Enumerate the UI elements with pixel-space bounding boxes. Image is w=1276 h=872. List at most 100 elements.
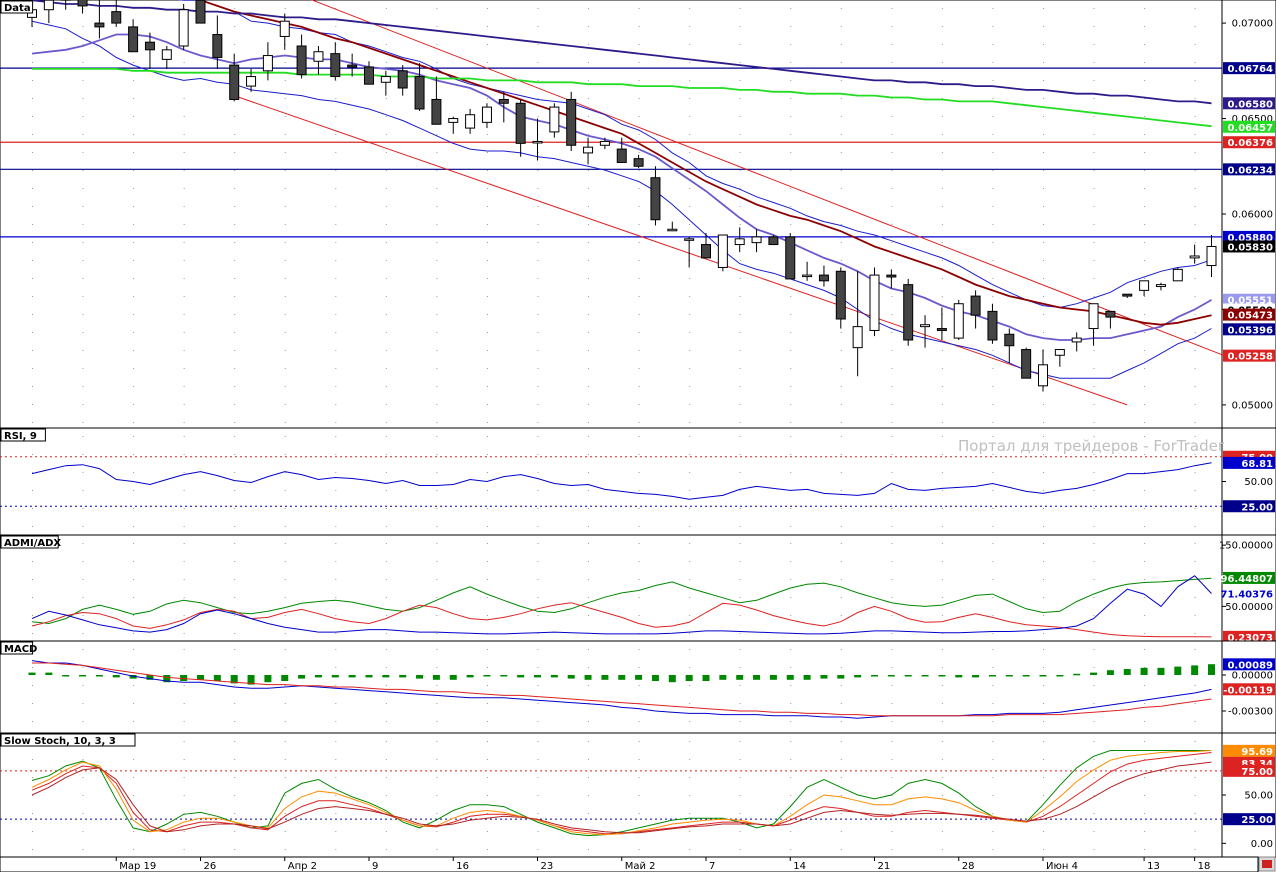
grid-dot	[739, 8, 741, 9]
candle[interactable]	[970, 290, 981, 329]
candle[interactable]	[1206, 235, 1217, 277]
candle[interactable]	[785, 233, 796, 280]
candle[interactable]	[1122, 293, 1133, 298]
candle[interactable]	[920, 315, 931, 348]
candle[interactable]	[60, 0, 71, 10]
grid-dot	[588, 386, 590, 387]
scroll-button[interactable]	[1258, 856, 1276, 872]
grid-dot	[284, 472, 286, 473]
candle[interactable]	[802, 261, 813, 281]
candle[interactable]	[279, 13, 290, 50]
candle[interactable]	[532, 118, 543, 161]
candle[interactable]	[987, 303, 998, 344]
candle[interactable]	[953, 299, 964, 340]
price-label-text: 75.00	[1241, 767, 1273, 778]
candle[interactable]	[111, 0, 122, 27]
candle[interactable]	[498, 91, 509, 123]
candle[interactable]	[903, 278, 914, 346]
candle[interactable]	[380, 70, 391, 96]
candle[interactable]	[431, 76, 442, 125]
candle[interactable]	[414, 63, 425, 111]
candle[interactable]	[650, 166, 661, 226]
candle[interactable]	[633, 154, 644, 169]
candle[interactable]	[515, 99, 526, 157]
price-label-bg	[1223, 500, 1275, 513]
candle[interactable]	[229, 53, 240, 102]
candle[interactable]	[1139, 280, 1150, 297]
candle[interactable]	[768, 235, 779, 246]
candle[interactable]	[717, 234, 728, 272]
grid-dot	[689, 649, 691, 650]
candle[interactable]	[1172, 267, 1183, 282]
candle[interactable]	[43, 0, 54, 24]
candle[interactable]	[886, 269, 897, 289]
grid-dot	[537, 667, 539, 668]
price-label-text: 0.06764	[1227, 64, 1273, 75]
candle[interactable]	[195, 0, 206, 24]
candle[interactable]	[330, 42, 341, 81]
candle[interactable]	[262, 42, 273, 81]
grid-dot	[486, 813, 488, 814]
trend-line[interactable]	[234, 0, 1229, 358]
candle[interactable]	[94, 0, 105, 39]
grid-dot	[840, 561, 842, 562]
candle[interactable]	[77, 0, 88, 14]
candle[interactable]	[1038, 349, 1048, 392]
candle[interactable]	[1071, 332, 1082, 352]
candle[interactable]	[465, 109, 476, 134]
candle[interactable]	[1004, 328, 1015, 363]
candle[interactable]	[818, 265, 829, 287]
candle[interactable]	[1088, 303, 1099, 346]
candle[interactable]	[144, 32, 155, 69]
candle[interactable]	[616, 137, 627, 163]
trend-line[interactable]	[234, 95, 1128, 406]
grid-dot	[1144, 759, 1146, 760]
candle[interactable]	[751, 229, 762, 253]
grid-dot	[133, 703, 135, 704]
candle[interactable]	[178, 4, 189, 50]
panel-macd[interactable]: 0.00000 -0.00300 0.00089 -0.00119 MACD	[0, 640, 1276, 734]
candle[interactable]	[1054, 349, 1065, 367]
candle[interactable]	[296, 34, 307, 79]
candle-body-down	[128, 26, 139, 53]
candle[interactable]	[936, 307, 947, 340]
candle[interactable]	[701, 233, 711, 259]
candle[interactable]	[852, 271, 863, 377]
candle[interactable]	[246, 68, 257, 92]
candle[interactable]	[869, 267, 880, 337]
candle[interactable]	[835, 267, 846, 329]
macd-histogram-bar	[517, 675, 525, 678]
grid-dot	[32, 795, 33, 796]
candle[interactable]	[212, 15, 223, 69]
candle[interactable]	[583, 137, 594, 165]
grid-dot	[1043, 116, 1044, 117]
candle[interactable]	[397, 65, 408, 96]
candle[interactable]	[313, 46, 324, 75]
candle[interactable]	[667, 221, 678, 232]
grid-dot	[891, 508, 893, 509]
panel-admi-adx[interactable]: 150.00000 50.00000 96.44807 71.40376 0.23073…	[0, 534, 1276, 644]
candle[interactable]	[364, 61, 374, 85]
candle[interactable]	[1105, 310, 1116, 329]
candle[interactable]	[566, 91, 577, 151]
grid-dot	[234, 703, 236, 704]
grid-dot	[739, 170, 741, 171]
candle[interactable]	[1155, 282, 1166, 291]
candle[interactable]	[599, 137, 610, 150]
candle[interactable]	[161, 46, 172, 69]
candle[interactable]	[448, 116, 459, 134]
candle[interactable]	[128, 19, 139, 53]
candle[interactable]	[549, 103, 560, 138]
candle[interactable]	[1021, 347, 1032, 379]
candle[interactable]	[684, 236, 695, 268]
candle[interactable]	[481, 103, 492, 129]
candle[interactable]	[734, 227, 745, 253]
candle[interactable]	[347, 53, 358, 77]
macd-histogram-bar	[955, 675, 963, 678]
candle[interactable]	[1189, 244, 1200, 264]
panel-data[interactable]: 0.050000.055000.060000.065000.070000.067…	[0, 0, 1276, 429]
grid-dot	[1194, 368, 1196, 369]
